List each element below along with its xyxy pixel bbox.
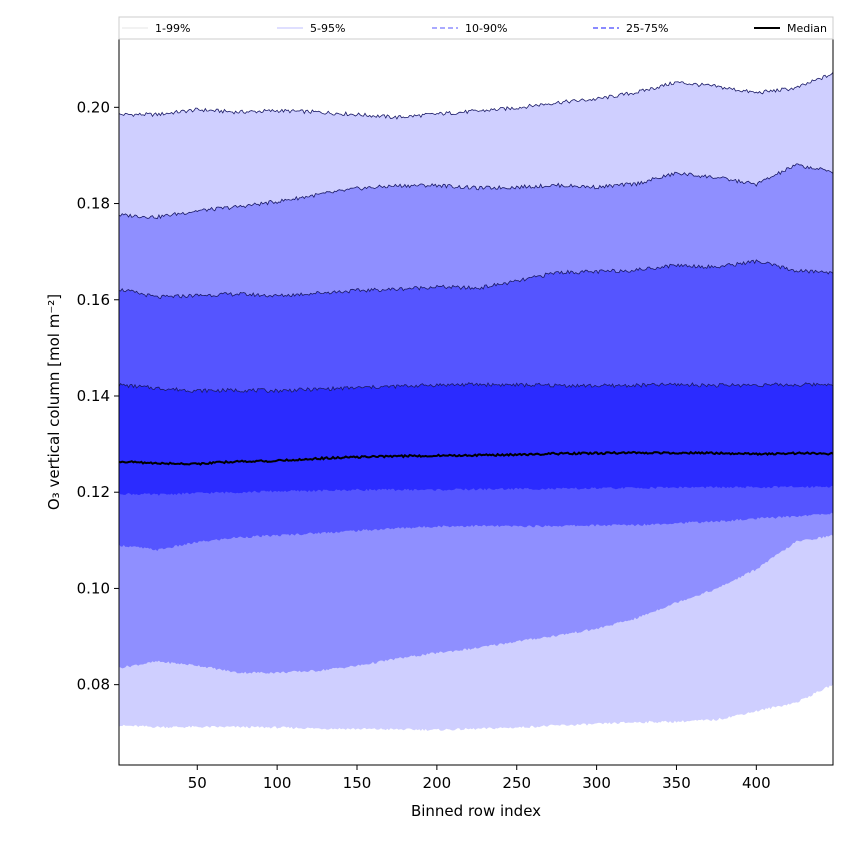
y-tick-label: 0.08: [77, 676, 110, 694]
y-tick-label: 0.18: [77, 195, 110, 213]
x-tick-label: 150: [343, 774, 372, 792]
x-tick-label: 200: [423, 774, 452, 792]
legend-label-median: Median: [787, 22, 827, 35]
x-axis: 50 100 150 200 250 300 350 400: [188, 765, 771, 792]
x-tick-label: 50: [188, 774, 207, 792]
band-10-90-upper-edge: [119, 259, 833, 299]
legend-label-1-99: 1-99%: [155, 22, 190, 35]
band-1-99-upper-edge: [119, 71, 833, 120]
legend-frame: [118, 16, 834, 40]
x-tick-label: 100: [263, 774, 292, 792]
y-tick-label: 0.14: [77, 387, 110, 405]
x-tick-label: 250: [502, 774, 531, 792]
y-tick-label: 0.10: [77, 579, 110, 597]
x-tick-label: 350: [662, 774, 691, 792]
plot-area: [119, 71, 833, 731]
x-tick-label: 300: [582, 774, 611, 792]
legend: 1-99% 5-95% 10-90% 25-75% Median: [118, 16, 834, 40]
band-25-75-upper-edge: [119, 382, 833, 394]
legend-label-25-75: 25-75%: [626, 22, 668, 35]
legend-label-10-90: 10-90%: [465, 22, 507, 35]
band-25-75-percentile: [119, 382, 833, 496]
x-tick-label: 400: [742, 774, 771, 792]
y-axis: 0.08 0.10 0.12 0.14 0.16 0.18 0.20: [77, 98, 119, 694]
median-line: [119, 450, 833, 466]
y-tick-label: 0.12: [77, 483, 110, 501]
band-5-95-upper-edge: [119, 163, 833, 220]
legend-label-5-95: 5-95%: [310, 22, 345, 35]
x-axis-label: Binned row index: [411, 802, 541, 820]
y-tick-label: 0.16: [77, 291, 110, 309]
y-tick-label: 0.20: [77, 98, 110, 116]
y-axis-label: O₃ vertical column [mol m⁻²]: [45, 294, 63, 510]
